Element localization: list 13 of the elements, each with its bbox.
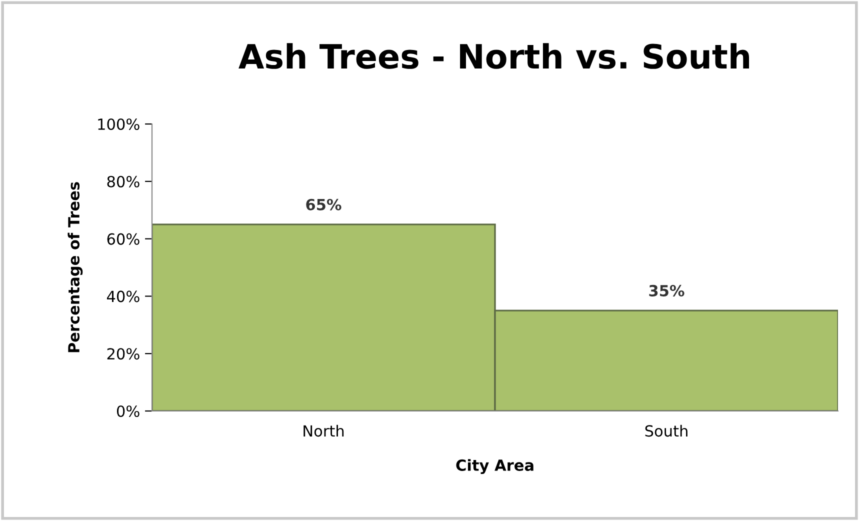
y-tick-label: 80%: [107, 176, 140, 188]
chart-title: Ash Trees - North vs. South: [238, 43, 750, 69]
y-tick-label: 60%: [107, 233, 140, 245]
y-tick-label: 100%: [98, 118, 140, 130]
data-label: 65%: [306, 198, 342, 210]
y-tick-label: 40%: [106, 290, 140, 302]
x-tick-label: South: [645, 424, 688, 437]
x-axis-title: City Area: [456, 459, 534, 474]
y-axis-title: Percentage of Trees: [68, 182, 83, 352]
x-tick-label: North: [304, 424, 344, 437]
y-tick-label: 0%: [116, 405, 140, 418]
data-label: 35%: [649, 284, 684, 296]
y-tick-label: 20%: [107, 348, 140, 360]
